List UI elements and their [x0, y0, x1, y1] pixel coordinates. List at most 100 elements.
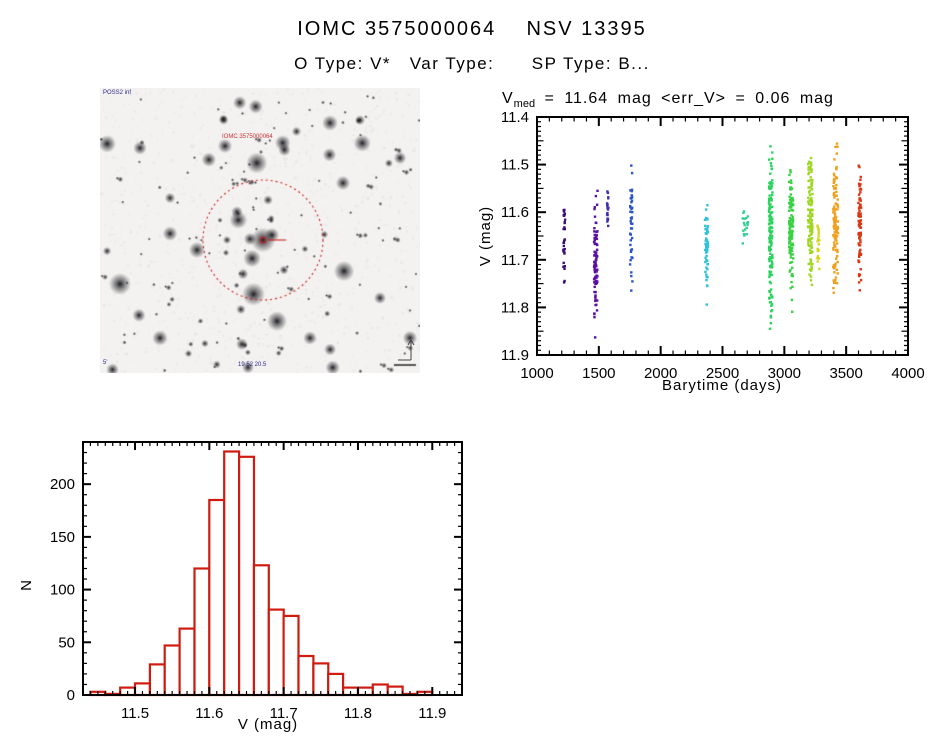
data-point — [705, 254, 708, 258]
data-point — [706, 268, 709, 271]
data-point — [809, 275, 813, 278]
data-point — [606, 213, 609, 217]
data-point — [562, 265, 565, 268]
vmed-symbol: V — [502, 90, 514, 107]
data-point — [857, 242, 860, 245]
data-point — [593, 260, 596, 264]
data-point — [809, 212, 812, 215]
data-point — [835, 167, 838, 170]
data-point — [809, 161, 812, 165]
data-point — [705, 278, 708, 282]
data-point — [817, 228, 820, 232]
data-point — [857, 164, 860, 167]
data-point — [791, 202, 794, 205]
histogram-bar — [148, 663, 166, 697]
data-point — [811, 192, 814, 196]
survey-label: POSS2 inf — [103, 90, 132, 96]
data-point — [629, 220, 632, 223]
y-tick-label: 200 — [50, 476, 75, 493]
data-point — [768, 249, 771, 252]
data-point — [833, 265, 837, 268]
data-point — [595, 274, 598, 277]
data-point — [833, 281, 836, 284]
data-point — [809, 237, 812, 240]
data-point — [832, 265, 835, 269]
data-point — [630, 188, 634, 191]
data-point — [857, 201, 860, 205]
data-point — [832, 209, 835, 212]
histogram-bar — [252, 564, 270, 697]
data-point — [593, 230, 596, 233]
data-point — [836, 260, 839, 264]
data-point — [770, 241, 773, 244]
data-point — [769, 252, 772, 255]
data-point — [741, 242, 744, 245]
data-point — [835, 257, 838, 260]
data-point — [833, 216, 836, 220]
data-point — [858, 185, 861, 188]
data-point — [596, 243, 599, 247]
data-point — [833, 223, 836, 226]
data-point — [832, 291, 835, 294]
data-point — [789, 202, 793, 206]
data-point — [810, 244, 813, 247]
data-point — [770, 167, 773, 170]
data-point — [742, 210, 746, 213]
data-point — [593, 206, 596, 209]
data-point — [791, 285, 794, 288]
data-point — [706, 204, 709, 207]
data-point — [706, 229, 709, 232]
data-point — [563, 208, 566, 212]
data-point — [807, 172, 810, 176]
y-tick-label: 11.7 — [501, 252, 529, 269]
data-point — [790, 199, 793, 203]
data-point — [605, 202, 609, 205]
data-point — [836, 205, 840, 208]
data-point — [606, 208, 610, 211]
data-point — [789, 197, 793, 200]
data-point — [596, 280, 599, 283]
data-point — [768, 247, 772, 250]
x-tick-label: 11.8 — [344, 705, 372, 722]
data-point — [769, 293, 773, 296]
histogram-axes: 11.5 11.6 11.7 11.8 11.9 0 50 100 150 200 — [50, 441, 463, 722]
y-tick-label: 50 — [58, 634, 75, 651]
data-point — [809, 185, 812, 189]
data-point — [769, 216, 773, 219]
x-tick-label: 3500 — [829, 365, 862, 382]
data-point — [771, 182, 774, 185]
data-point — [810, 164, 813, 167]
data-point — [593, 268, 596, 272]
data-point — [788, 245, 791, 248]
data-point — [769, 234, 772, 238]
data-point — [705, 249, 709, 253]
data-point — [630, 256, 633, 259]
data-point — [593, 233, 596, 237]
data-point — [593, 250, 596, 253]
data-point — [834, 238, 837, 241]
data-point — [810, 170, 813, 174]
data-point — [809, 179, 812, 182]
data-point — [807, 219, 811, 223]
data-point — [630, 274, 633, 278]
y-tick-label: 100 — [50, 582, 75, 599]
data-point — [770, 217, 773, 221]
data-point — [606, 204, 609, 207]
histogram-bar — [312, 662, 330, 697]
data-point — [832, 207, 835, 211]
data-point — [629, 222, 633, 225]
data-point — [788, 233, 791, 236]
histogram-bars — [89, 450, 434, 697]
data-point — [770, 303, 774, 306]
data-point — [789, 256, 793, 259]
data-point — [791, 223, 794, 226]
data-point — [629, 259, 632, 262]
data-point — [769, 181, 772, 184]
data-point — [595, 265, 598, 268]
data-point — [859, 231, 862, 234]
data-point — [836, 203, 839, 207]
data-point — [835, 190, 838, 193]
data-point — [630, 171, 634, 175]
data-point — [832, 264, 836, 267]
data-point — [563, 239, 566, 242]
